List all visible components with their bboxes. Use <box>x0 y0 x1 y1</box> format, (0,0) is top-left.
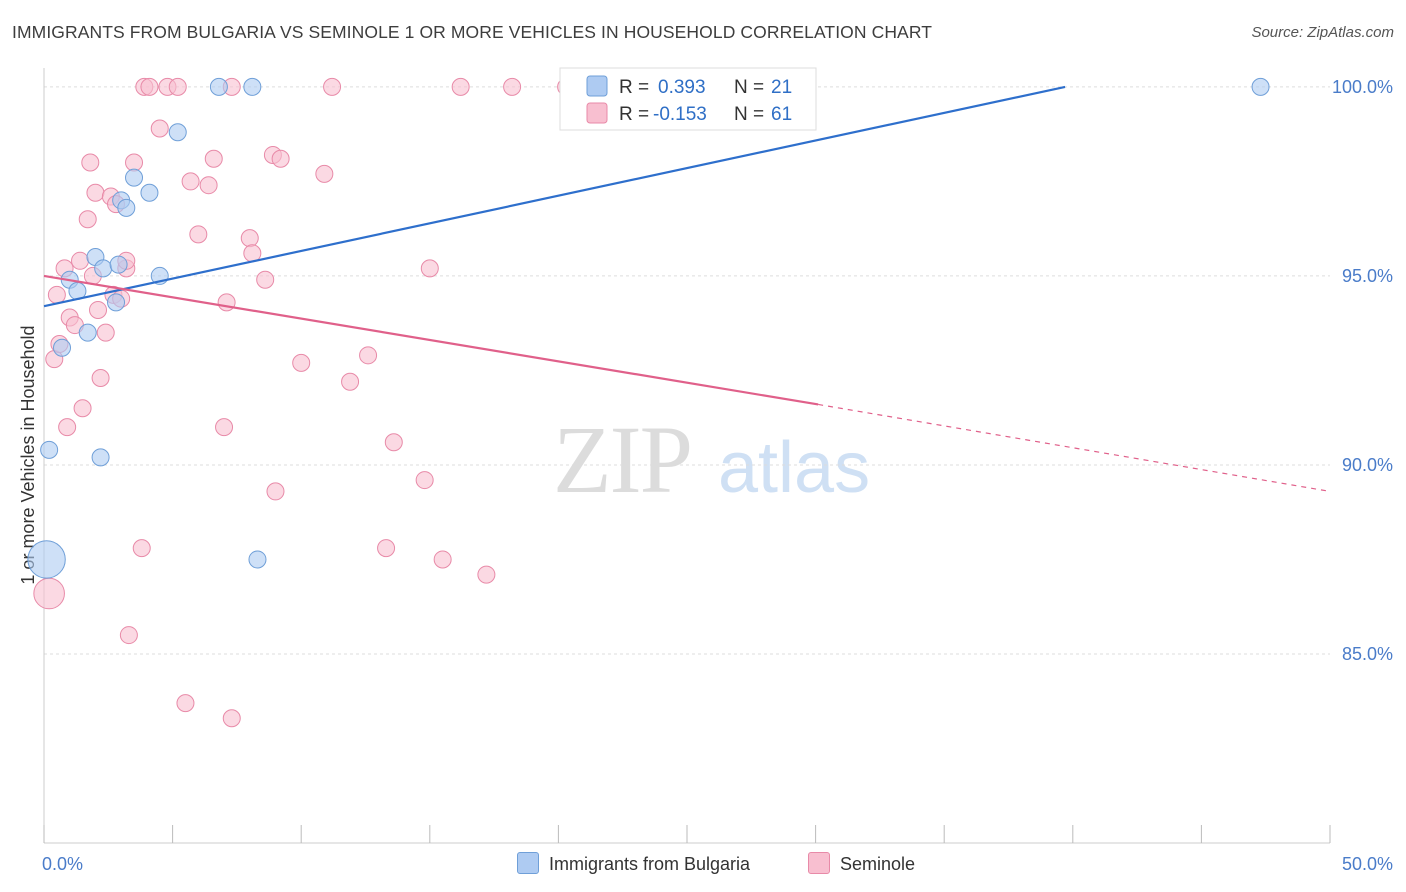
seminole-point <box>176 694 195 713</box>
seminole-point <box>315 164 334 183</box>
seminole-point <box>58 418 77 437</box>
seminole-point <box>341 372 360 391</box>
bulgaria-point <box>78 323 97 342</box>
bulgaria-point <box>53 338 72 357</box>
seminole-point <box>91 369 110 387</box>
legend-n-value-2: 61 <box>771 104 792 125</box>
bulgaria-point <box>209 77 228 96</box>
watermark-zip: ZIP <box>553 406 691 513</box>
bottom-legend-label-seminole: Seminole <box>840 854 916 874</box>
seminole-points <box>33 77 730 728</box>
seminole-trend-line-extension <box>818 403 1331 493</box>
bulgaria-point <box>109 255 128 274</box>
bulgaria-point <box>91 448 110 467</box>
seminole-point <box>204 149 223 168</box>
seminole-point <box>189 225 208 244</box>
x-tick-labels: 0.0% 50.0% <box>42 854 1393 874</box>
bottom-legend-seminole: Seminole <box>808 852 915 875</box>
seminole-point <box>132 539 151 558</box>
seminole-point <box>384 433 403 452</box>
bottom-legend-bulgaria: Immigrants from Bulgaria <box>517 852 750 875</box>
x-tick-label: 50.0% <box>1342 854 1393 874</box>
seminole-point <box>71 251 90 270</box>
y-tick-label: 90.0% <box>1342 455 1393 475</box>
seminole-point <box>420 259 439 278</box>
legend-r-value-1: 0.393 <box>658 77 706 98</box>
y-tick-label: 100.0% <box>1332 77 1393 97</box>
legend-n-label-2: N = <box>734 104 764 125</box>
seminole-point <box>150 119 169 138</box>
seminole-point <box>119 626 138 645</box>
seminole-point <box>199 176 218 195</box>
seminole-point <box>323 77 342 96</box>
x-tick-label: 0.0% <box>42 854 83 874</box>
seminole-point <box>256 270 275 289</box>
bulgaria-point <box>243 77 262 96</box>
seminole-point <box>81 153 100 172</box>
bulgaria-point <box>125 168 144 187</box>
seminole-point <box>140 77 159 96</box>
trend-lines <box>43 85 1331 493</box>
seminole-point <box>377 539 396 558</box>
source-label: Source: ZipAtlas.com <box>1251 24 1394 41</box>
bulgaria-point <box>168 123 187 142</box>
legend-r-label-1: R = <box>619 77 649 98</box>
bulgaria-point <box>27 540 66 579</box>
seminole-point <box>415 471 434 490</box>
legend-n-label-1: N = <box>734 77 764 98</box>
seminole-point <box>359 346 378 365</box>
seminole-trend-line <box>43 274 819 406</box>
seminole-point <box>271 149 290 168</box>
seminole-point <box>477 565 496 584</box>
watermark: ZIP atlas <box>553 406 870 513</box>
bulgaria-trend-line <box>43 85 1066 308</box>
seminole-point <box>503 77 522 96</box>
watermark-atlas: atlas <box>718 428 870 508</box>
bulgaria-point <box>107 293 126 312</box>
seminole-point <box>78 210 97 229</box>
legend-swatch-seminole <box>586 102 608 124</box>
y-tick-label: 85.0% <box>1342 644 1393 664</box>
legend-n-value-1: 21 <box>771 77 792 98</box>
chart-title: IMMIGRANTS FROM BULGARIA VS SEMINOLE 1 O… <box>12 22 933 42</box>
seminole-point <box>266 482 285 501</box>
seminole-point <box>215 418 234 437</box>
y-axis-label: 1 or more Vehicles in Household <box>18 325 38 584</box>
legend-r-label-2: R = <box>619 104 649 125</box>
bottom-legend-swatch-seminole <box>808 852 830 874</box>
seminole-point <box>451 77 470 96</box>
stats-legend: R = 0.393 N = 21 R = -0.153 N = 61 <box>559 67 817 131</box>
seminole-point <box>222 709 241 728</box>
seminole-point <box>86 183 105 202</box>
bulgaria-point <box>248 550 267 569</box>
legend-r-value-2: -0.153 <box>653 104 707 125</box>
bulgaria-point <box>1251 77 1270 96</box>
bulgaria-point <box>94 259 113 278</box>
seminole-point <box>89 300 108 319</box>
seminole-point <box>240 229 259 248</box>
bulgaria-point <box>117 198 136 217</box>
seminole-point <box>33 577 65 610</box>
seminole-point <box>47 285 66 304</box>
bulgaria-point <box>140 183 159 202</box>
y-tick-labels: 85.0% 90.0% 95.0% 100.0% <box>1332 77 1393 664</box>
bulgaria-points <box>27 77 1270 579</box>
gridlines <box>44 86 1330 655</box>
seminole-point <box>181 172 200 191</box>
bottom-legend-swatch-bulgaria <box>517 852 539 874</box>
seminole-point <box>73 399 92 418</box>
seminole-point <box>125 153 144 172</box>
seminole-point <box>433 550 452 569</box>
seminole-point <box>292 353 311 372</box>
bulgaria-point <box>40 440 59 459</box>
bottom-legend-label-bulgaria: Immigrants from Bulgaria <box>549 854 751 874</box>
legend-swatch-bulgaria <box>586 75 608 97</box>
seminole-point <box>168 77 187 96</box>
y-tick-label: 95.0% <box>1342 266 1393 286</box>
seminole-point <box>96 323 115 342</box>
